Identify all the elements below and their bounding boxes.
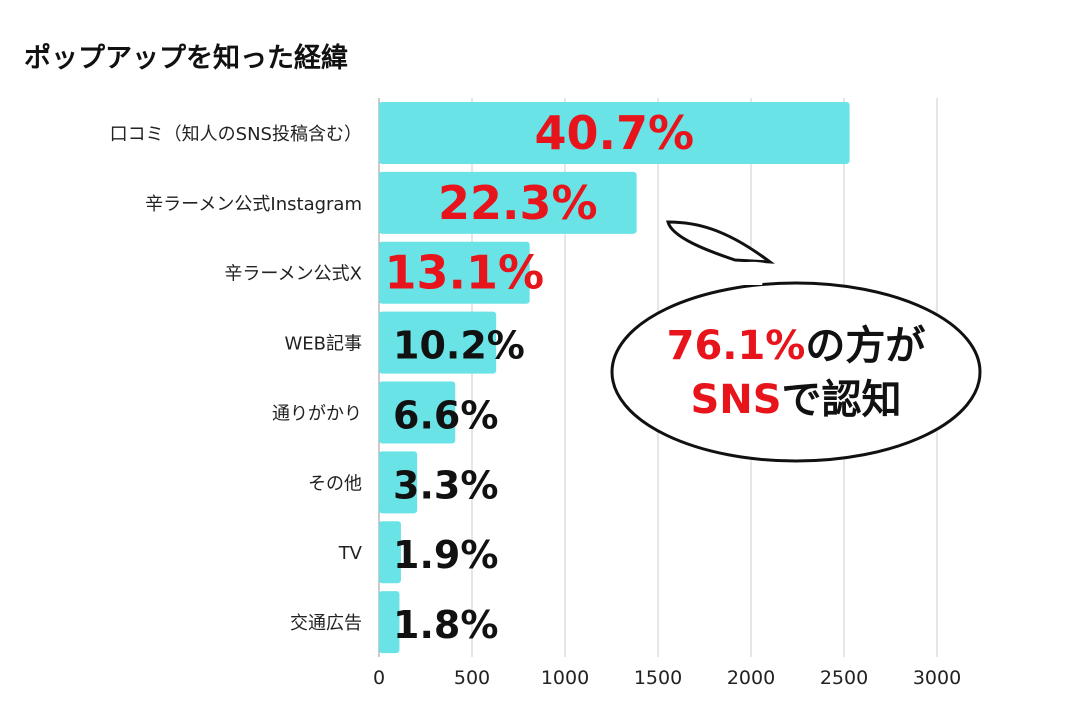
x-tick-label: 0 [373,667,385,689]
bar [379,311,497,374]
speech-bubble-body [610,281,982,463]
callout-line-2-rest: で認知 [781,376,902,423]
bar [379,241,530,304]
speech-bubble [610,220,982,463]
value-label: 6.6% [393,393,498,437]
callout-sns: SNS [690,376,782,423]
category-label: その他 [308,473,362,494]
bar [379,101,850,164]
category-label: 交通広告 [290,613,362,634]
category-label: 辛ラーメン公式Instagram [145,194,362,215]
bar [379,591,400,654]
bar [379,381,456,444]
bars [379,101,850,654]
x-tick-label: 1000 [541,667,589,689]
x-tick-label: 2000 [727,667,775,689]
value-label: 1.9% [393,533,498,577]
category-label: TV [338,543,363,564]
callout-percent: 76.1% [666,322,806,369]
speech-bubble-joint [737,261,768,285]
callout-line-1-rest: の方が [805,322,926,369]
chart-title: ポップアップを知った経緯 [24,43,348,74]
labels: 0 500 1000 1500 2000 2500 3000 口コミ（知人のSNS投稿含む） 4… [110,106,962,689]
x-tick-label: 3000 [913,667,961,689]
speech-bubble-tail [666,220,775,264]
x-tick-label: 1500 [634,667,682,689]
value-label: 1.8% [393,603,498,647]
callout-line-2: SNSで認知 [690,373,901,427]
callout-line-1: 76.1%の方が [667,319,926,373]
x-tick-label: 2500 [820,667,868,689]
bar [379,171,637,234]
bar [379,521,401,584]
bar [379,451,418,514]
callout-text: 76.1%の方が SNSで認知 [612,285,980,460]
value-label: 13.1% [385,246,545,300]
value-label: 22.3% [438,176,598,230]
value-label: 40.7% [534,106,694,160]
category-label: 辛ラーメン公式X [224,264,362,285]
x-tick-label: 500 [454,667,490,689]
category-label: 通りがかり [272,403,362,424]
category-label: 口コミ（知人のSNS投稿含む） [110,124,362,145]
value-label: 10.2% [393,324,525,368]
value-label: 3.3% [393,463,498,507]
category-label: WEB記事 [284,334,362,355]
